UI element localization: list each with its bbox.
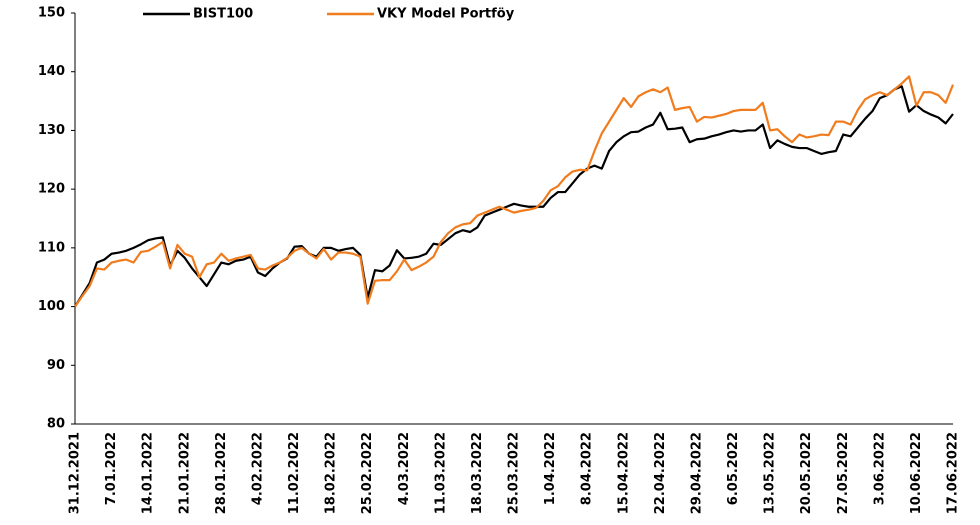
x-tick-label: 31.12.2021	[68, 432, 83, 514]
x-tick-label: 18.03.2022	[470, 432, 485, 514]
x-tick-label: 29.04.2022	[689, 432, 704, 514]
x-tick-label: 20.05.2022	[799, 432, 814, 514]
x-tick-label: 13.05.2022	[763, 432, 778, 514]
x-tick-label: 7.01.2022	[104, 432, 119, 505]
x-tick-label: 25.02.2022	[360, 432, 375, 514]
y-tick-label: 140	[38, 64, 65, 79]
series-line	[74, 75, 955, 308]
x-tick-label: 15.04.2022	[616, 432, 631, 514]
x-tick-label: 14.01.2022	[141, 432, 156, 514]
legend-label: BIST100	[193, 7, 253, 22]
x-tick-label: 21.01.2022	[177, 432, 192, 514]
y-tick-label: 150	[38, 6, 65, 21]
x-tick-label: 25.03.2022	[507, 432, 522, 514]
x-tick-label: 18.02.2022	[324, 432, 339, 514]
x-tick-label: 4.03.2022	[397, 432, 412, 505]
y-tick-label: 80	[47, 417, 65, 432]
x-tick-label: 22.04.2022	[653, 432, 668, 514]
legend-label: VKY Model Portföy	[377, 7, 515, 22]
x-tick-label: 3.06.2022	[872, 432, 887, 505]
y-tick-label: 120	[38, 182, 65, 197]
x-tick-label: 4.02.2022	[250, 432, 265, 505]
x-tick-label: 11.03.2022	[433, 432, 448, 514]
y-tick-label: 130	[38, 123, 65, 138]
x-tick-label: 27.05.2022	[836, 432, 851, 514]
x-tick-label: 17.06.2022	[946, 432, 961, 514]
series-line	[74, 85, 954, 308]
x-tick-label: 8.04.2022	[580, 432, 595, 505]
y-tick-label: 100	[38, 299, 65, 314]
x-tick-label: 10.06.2022	[909, 432, 924, 514]
y-tick-label: 110	[38, 240, 65, 255]
y-tick-label: 90	[47, 358, 65, 373]
x-tick-label: 1.04.2022	[543, 432, 558, 505]
x-tick-label: 11.02.2022	[287, 432, 302, 514]
x-tick-label: 28.01.2022	[214, 432, 229, 514]
x-tick-label: 6.05.2022	[726, 432, 741, 505]
